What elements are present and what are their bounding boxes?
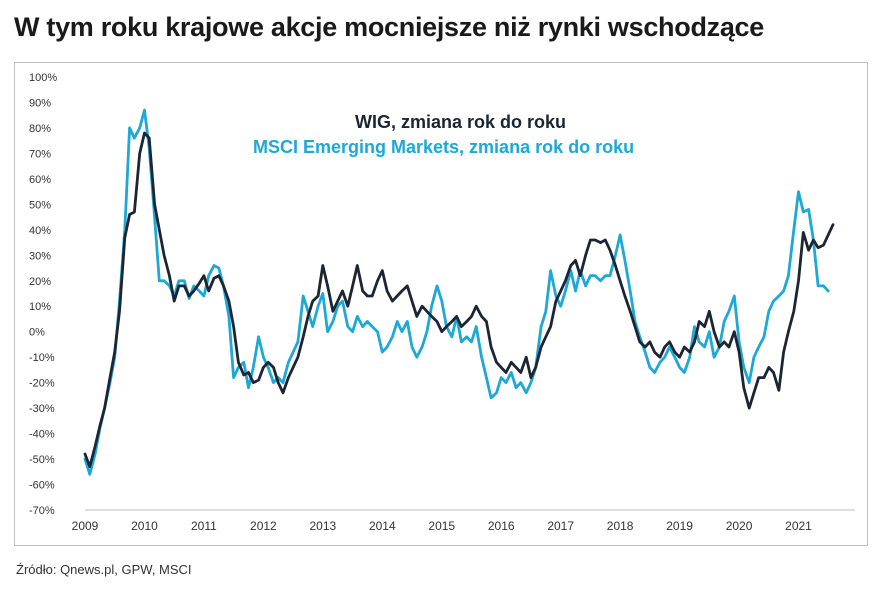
y-tick-label: 70% bbox=[29, 148, 51, 160]
y-tick-label: -60% bbox=[29, 480, 55, 492]
y-tick-label: -30% bbox=[29, 403, 55, 415]
y-tick-label: 30% bbox=[29, 250, 51, 262]
y-tick-label: 60% bbox=[29, 174, 51, 186]
x-tick-label: 2013 bbox=[309, 519, 336, 533]
y-tick-label: 20% bbox=[29, 276, 51, 288]
x-tick-label: 2009 bbox=[72, 519, 99, 533]
x-tick-label: 2012 bbox=[250, 519, 277, 533]
x-tick-label: 2010 bbox=[131, 519, 158, 533]
y-tick-label: -70% bbox=[29, 505, 55, 517]
y-tick-label: 10% bbox=[29, 301, 51, 313]
x-tick-label: 2020 bbox=[726, 519, 753, 533]
x-tick-label: 2015 bbox=[428, 519, 455, 533]
chart: 100% 90% 80% 70% 60% 50% 40% 30% 20% 10% 0% -10% -20… bbox=[29, 72, 855, 533]
y-tick-label: 50% bbox=[29, 199, 51, 211]
page-title: W tym roku krajowe akcje mocniejsze niż … bbox=[14, 12, 764, 42]
x-tick-label: 2018 bbox=[607, 519, 634, 533]
msci-series-line bbox=[83, 108, 830, 476]
x-tick-label: 2014 bbox=[369, 519, 396, 533]
y-tick-label: -50% bbox=[29, 454, 55, 466]
x-tick-label: 2021 bbox=[785, 519, 812, 533]
y-tick-label: -40% bbox=[29, 429, 55, 441]
x-tick-label: 2019 bbox=[666, 519, 693, 533]
x-tick-label: 2016 bbox=[488, 519, 515, 533]
y-tick-label: 90% bbox=[29, 97, 51, 109]
legend-msci: MSCI Emerging Markets, zmiana rok do rok… bbox=[253, 137, 634, 157]
y-tick-label: 40% bbox=[29, 225, 51, 237]
y-tick-label: 80% bbox=[29, 123, 51, 135]
x-tick-label: 2011 bbox=[191, 519, 217, 533]
chart-frame: 100% 90% 80% 70% 60% 50% 40% 30% 20% 10% 0% -10% -20… bbox=[14, 62, 868, 546]
y-tick-label: 0% bbox=[29, 327, 45, 339]
y-tick-label: 100% bbox=[29, 72, 57, 84]
x-tick-label: 2017 bbox=[547, 519, 574, 533]
wig-series-line bbox=[83, 131, 835, 469]
source-note: Źródło: Qnews.pl, GPW, MSCI bbox=[16, 562, 192, 577]
legend-wig: WIG, zmiana rok do roku bbox=[355, 112, 566, 132]
y-tick-label: -20% bbox=[29, 378, 55, 390]
y-tick-label: -10% bbox=[29, 352, 55, 364]
